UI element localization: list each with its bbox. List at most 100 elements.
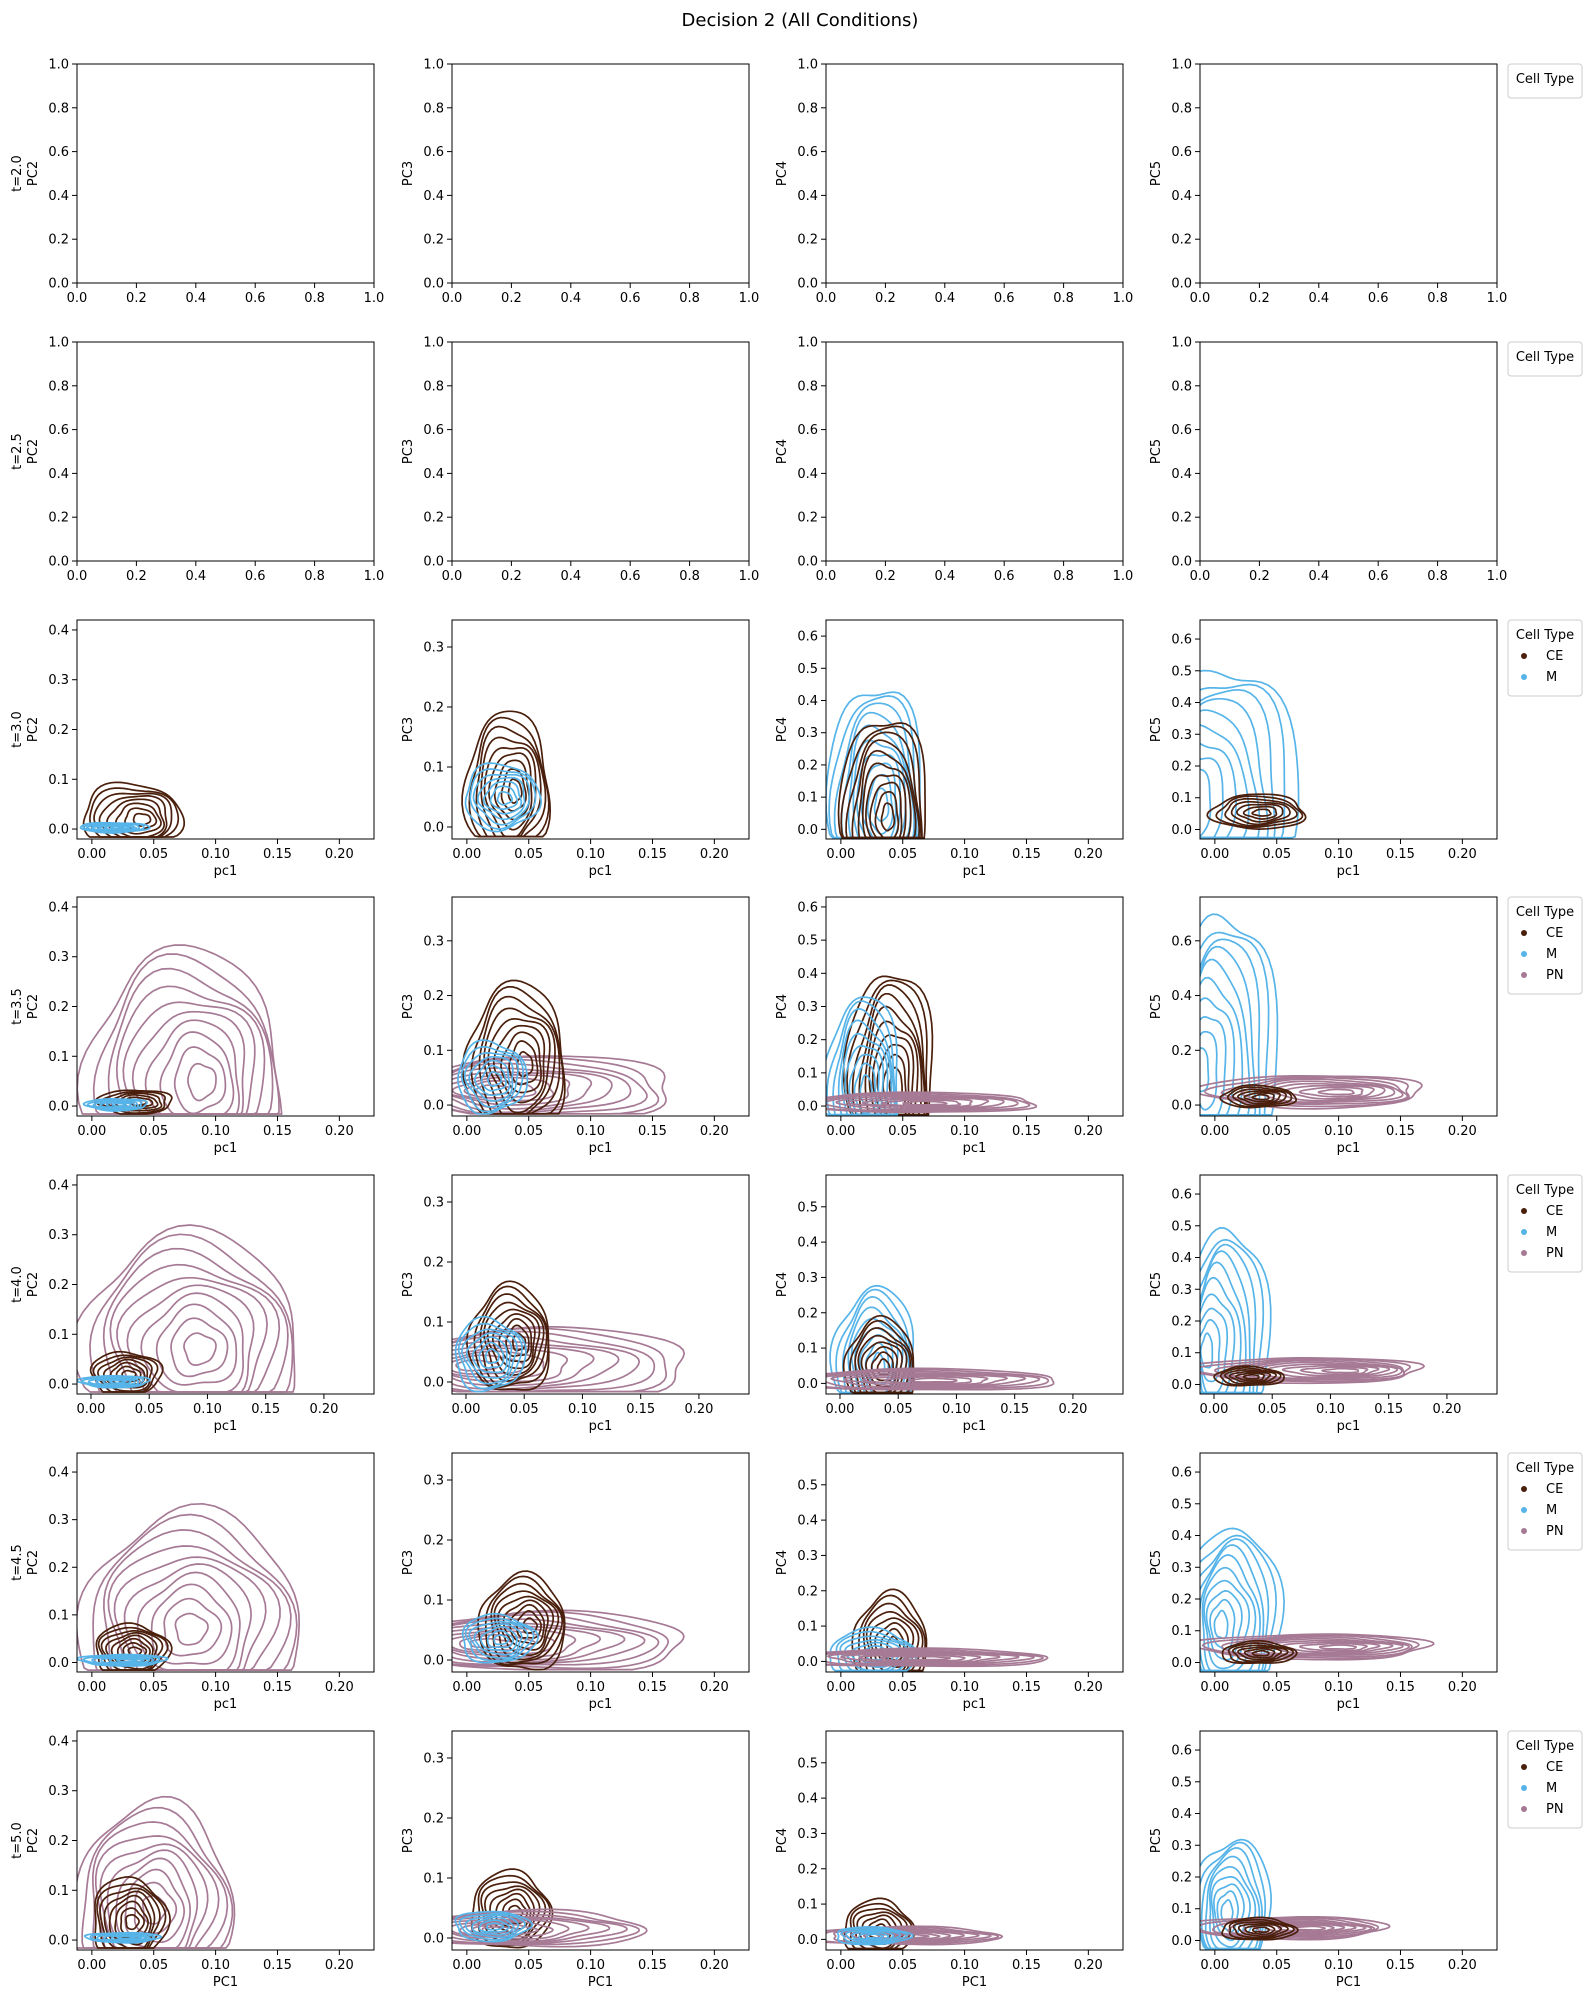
contour-m — [99, 1100, 137, 1109]
contour-pn — [452, 1058, 648, 1115]
contour-pn — [452, 1614, 660, 1667]
x-axis-label: pc1 — [1337, 1419, 1361, 1434]
x-tick-label: 0.00 — [451, 1402, 480, 1417]
subplot-6-pc4: 0.00 0.05 0.10 0.15 0.20 0.0 0.1 0.2 0.3 0.4 0.5 PC… — [775, 1452, 1124, 1712]
y-tick-label: 0.6 — [423, 423, 444, 438]
x-tick-label: 0.10 — [576, 847, 605, 862]
subplot-1-pc3: 0.0 0.2 0.4 0.6 0.8 1.0 0.0 0.2 0.4 0.6 0.8 1.0 PC3 — [401, 58, 759, 307]
x-tick-label: 0.00 — [826, 1680, 855, 1695]
contour-m — [458, 1912, 526, 1941]
x-tick-label: 0.20 — [325, 1124, 354, 1139]
contour-m — [102, 1378, 132, 1385]
contour-ce — [491, 1313, 536, 1370]
contour-ce — [1243, 1647, 1276, 1659]
x-tick-label: 0.05 — [514, 1958, 543, 1973]
y-tick-label: 0.2 — [1171, 1871, 1192, 1886]
y-tick-label: 0.3 — [1171, 1561, 1192, 1576]
legend-title: Cell Type — [1516, 628, 1574, 643]
y-tick-label: 0.2 — [48, 1278, 69, 1293]
subplot-3-pc2: 0.00 0.05 0.10 0.15 0.20 0.0 0.1 0.2 0.3 0.4 PC2t=… — [10, 619, 375, 879]
contour-pn — [452, 1062, 632, 1115]
y-tick-label: 0.3 — [797, 726, 818, 741]
contour-pn — [826, 1368, 1050, 1390]
legend-label-ce: CE — [1546, 1760, 1563, 1775]
legend-label-ce: CE — [1546, 649, 1563, 664]
y-tick-label: 0.2 — [48, 1561, 69, 1576]
contour-pn — [826, 1370, 1041, 1390]
y-axis-label: PC2 — [26, 994, 41, 1019]
contour-m — [840, 1927, 909, 1945]
subplot-7-pc5: 0.00 0.05 0.10 0.15 0.20 0.0 0.1 0.2 0.3 0.4 0.5 0.… — [1149, 1730, 1498, 1990]
y-tick-label: 1.0 — [1171, 58, 1192, 73]
y-tick-label: 0.4 — [423, 467, 444, 482]
y-tick-label: 1.0 — [48, 58, 69, 73]
contour-ce — [508, 1040, 539, 1086]
contour-ce — [108, 1894, 152, 1946]
y-tick-label: 0.4 — [48, 900, 69, 915]
y-tick-label: 0.4 — [423, 189, 444, 204]
legend-title: Cell Type — [1516, 905, 1574, 920]
contour-pn — [833, 1928, 993, 1944]
subplot-4-pc3: 0.00 0.05 0.10 0.15 0.20 0.0 0.1 0.2 0.3 PC3 pc1 — [401, 896, 750, 1156]
contour-pn — [1240, 1078, 1404, 1104]
density-contours — [826, 975, 1038, 1116]
row-time-label: t=5.0 — [10, 1822, 25, 1859]
contour-m — [471, 1916, 515, 1936]
y-tick-label: 0.2 — [423, 989, 444, 1004]
contour-m — [1200, 1227, 1272, 1394]
y-tick-label: 0.0 — [423, 1376, 444, 1391]
x-tick-label: 0.15 — [1012, 1958, 1041, 1973]
contour-ce — [97, 1356, 153, 1392]
x-tick-label: 0.0 — [1190, 569, 1211, 584]
x-tick-label: 0.2 — [875, 569, 896, 584]
contour-pn — [452, 1916, 611, 1944]
contour-pn — [452, 1055, 667, 1115]
y-axis-label: PC5 — [1149, 439, 1164, 464]
legend-label-pn: PN — [1546, 1802, 1564, 1817]
x-axis-label: pc1 — [214, 1141, 238, 1156]
y-axis-label: PC4 — [775, 717, 790, 742]
subplot-4-pc5: 0.00 0.05 0.10 0.15 0.20 0.0 0.2 0.4 0.6 PC5 pc1 — [1149, 896, 1498, 1156]
legend-row-4: Cell Type CE M PN — [1507, 896, 1583, 995]
contour-ce — [1251, 1093, 1270, 1101]
y-tick-label: 1.0 — [423, 336, 444, 351]
x-tick-label: 0.05 — [510, 1402, 539, 1417]
y-axis-label: PC3 — [401, 1828, 416, 1853]
x-tick-label: 0.10 — [950, 1958, 979, 1973]
x-tick-label: 0.10 — [201, 847, 230, 862]
y-tick-label: 0.4 — [1171, 989, 1192, 1004]
x-tick-label: 0.00 — [1200, 1958, 1229, 1973]
x-tick-label: 0.05 — [514, 1124, 543, 1139]
contour-pn — [452, 1917, 590, 1942]
contour-m — [92, 1099, 140, 1110]
x-tick-label: 0.20 — [1074, 1680, 1103, 1695]
x-axis-label: pc1 — [963, 1697, 987, 1712]
x-tick-label: 0.15 — [1386, 1124, 1415, 1139]
x-tick-label: 0.15 — [251, 1402, 280, 1417]
contour-m — [464, 1617, 535, 1662]
y-tick-label: 0.4 — [797, 967, 818, 982]
contour-m — [496, 790, 513, 806]
density-contours — [1200, 669, 1307, 839]
y-tick-label: 0.3 — [1171, 1839, 1192, 1854]
x-tick-label: 0.4 — [560, 291, 581, 306]
contour-m — [95, 1377, 136, 1386]
y-tick-label: 0.2 — [1171, 1044, 1192, 1059]
x-tick-label: 0.15 — [1386, 1958, 1415, 1973]
y-tick-label: 0.1 — [797, 1066, 818, 1081]
contour-pn — [1298, 1086, 1364, 1098]
contour-pn — [858, 1653, 982, 1663]
axes-frame — [825, 1452, 1124, 1673]
y-tick-label: 0.6 — [797, 900, 818, 915]
legend-box — [1507, 63, 1583, 99]
x-tick-label: 0.05 — [1262, 1680, 1291, 1695]
contour-m — [468, 1055, 514, 1102]
contour-m — [464, 1914, 520, 1939]
y-tick-label: 0.6 — [797, 630, 818, 645]
y-tick-label: 0.1 — [797, 791, 818, 806]
contour-ce — [125, 1914, 140, 1931]
axes-frame — [76, 341, 375, 562]
x-tick-label: 0.4 — [560, 569, 581, 584]
contour-pn — [170, 1317, 229, 1378]
contour-pn — [155, 1303, 238, 1386]
